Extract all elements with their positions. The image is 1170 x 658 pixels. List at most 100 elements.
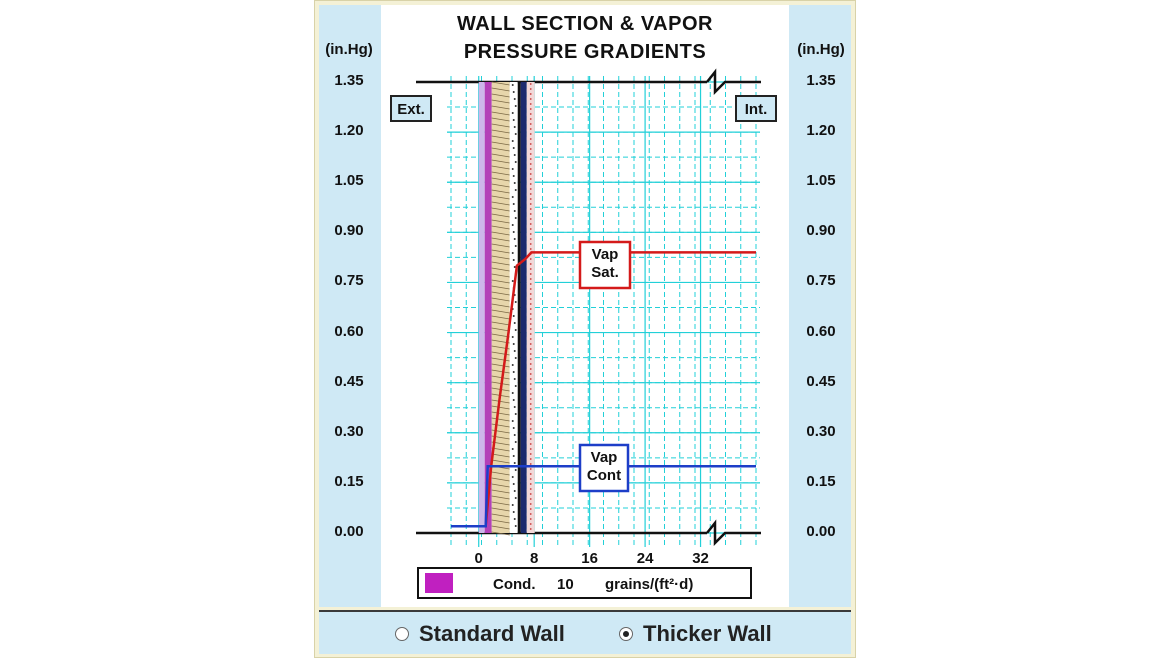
wall-layer-sheathing: [478, 82, 485, 533]
insulation-hatch: [491, 447, 510, 452]
drywall-speck: [529, 338, 532, 340]
drywall-speck: [529, 188, 532, 190]
insulation-hatch: [491, 303, 510, 308]
standard-wall-label[interactable]: Standard Wall: [419, 621, 565, 646]
x-tick-label: 0: [475, 550, 483, 567]
vap-cont-line: [451, 464, 756, 528]
insulation-hatch: [491, 291, 510, 296]
insulation-hatch: [491, 105, 510, 110]
cavity-speck: [512, 119, 515, 121]
cavity-speck: [513, 154, 516, 156]
drywall-speck: [529, 408, 532, 410]
insulation-hatch: [491, 453, 510, 458]
y-tick-label: 0.00: [806, 523, 836, 540]
drywall-speck: [529, 418, 532, 420]
wall-layer-drywall: [526, 82, 535, 533]
cavity-speck: [514, 441, 517, 443]
drywall-speck: [529, 248, 532, 250]
drywall-speck: [529, 143, 532, 145]
y-tick-label: 0.15: [806, 472, 836, 490]
drywall-speck: [529, 198, 532, 200]
insulation-hatch: [491, 471, 510, 476]
insulation-hatch: [491, 159, 510, 164]
insulation-hatch: [491, 225, 510, 230]
drywall-speck: [529, 83, 532, 85]
cavity-speck: [514, 301, 517, 303]
insulation-hatch: [491, 525, 510, 530]
drywall-speck: [529, 148, 532, 150]
cavity-speck: [512, 427, 515, 429]
drywall-speck: [529, 433, 532, 435]
insulation-hatch: [491, 117, 510, 122]
insulation-hatch: [491, 231, 510, 236]
insulation-hatch: [491, 111, 510, 116]
cavity-speck: [513, 182, 516, 184]
drywall-speck: [529, 258, 532, 260]
y-tick-label: 0.75: [806, 272, 836, 290]
standard-wall-radio-icon[interactable]: [395, 627, 409, 641]
insulation-hatch: [491, 459, 510, 464]
drywall-speck: [529, 483, 532, 485]
drywall-speck: [529, 123, 532, 125]
cavity-speck: [511, 140, 514, 142]
y-tick-label: 0.75: [334, 272, 364, 290]
insulation-hatch: [491, 483, 510, 488]
insulation-hatch: [491, 207, 510, 212]
cavity-speck: [513, 266, 516, 268]
drywall-speck: [529, 113, 532, 115]
legend-box: [417, 567, 752, 599]
cavity-speck: [513, 98, 516, 100]
insulation-hatch: [491, 507, 510, 512]
drywall-speck: [529, 213, 532, 215]
drywall-speck: [529, 138, 532, 140]
drywall-speck: [529, 283, 532, 285]
cavity-speck: [513, 518, 516, 520]
thicker-wall-radio-icon[interactable]: [619, 627, 633, 641]
cavity-speck: [511, 392, 514, 394]
cavity-speck: [511, 504, 514, 506]
drywall-speck: [529, 218, 532, 220]
insulation-hatch: [491, 297, 510, 302]
insulation-hatch: [491, 327, 510, 332]
y-tick-label: 0.30: [806, 422, 836, 440]
thicker-wall-label[interactable]: Thicker Wall: [643, 621, 772, 646]
drywall-speck: [529, 288, 532, 290]
standard-wall-radio[interactable]: Standard Wall: [395, 620, 565, 648]
drywall-speck: [529, 388, 532, 390]
cavity-speck: [513, 322, 516, 324]
legend-label: Cond.: [493, 576, 536, 593]
insulation-hatch: [491, 255, 510, 260]
cavity-speck: [513, 406, 516, 408]
cavity-speck: [513, 490, 516, 492]
insulation-hatch: [491, 249, 510, 254]
cavity-speck: [511, 448, 514, 450]
y-tick-label: 1.05: [806, 172, 836, 190]
y-tick-label: 1.35: [806, 72, 836, 89]
drywall-speck: [529, 168, 532, 170]
drywall-speck: [529, 223, 532, 225]
drywall-speck: [529, 513, 532, 515]
insulation-hatch: [491, 141, 510, 146]
y-tick-label: 0.15: [334, 472, 364, 490]
wall-layer-barrier: [520, 82, 527, 533]
vapor-gradient-app: (in.Hg) 1.35 1.20 1.05 0.90 0.75 0.60 0.45 0.30…: [314, 0, 856, 658]
y-tick-label: 1.20: [806, 122, 836, 140]
y-tick-label: 1.20: [334, 122, 364, 140]
drywall-speck: [529, 448, 532, 450]
left-axis-panel: (in.Hg) 1.35 1.20 1.05 0.90 0.75 0.60 0.45 0.30…: [319, 5, 381, 607]
vap-sat-label-text: Vap: [592, 246, 619, 263]
insulation-hatch: [491, 357, 510, 362]
cavity-speck: [512, 203, 515, 205]
thicker-wall-radio[interactable]: Thicker Wall: [619, 620, 772, 648]
insulation-hatch: [491, 375, 510, 380]
insulation-hatch: [491, 411, 510, 416]
cavity-speck: [512, 315, 515, 317]
drywall-speck: [529, 368, 532, 370]
drywall-speck: [529, 103, 532, 105]
drywall-speck: [529, 343, 532, 345]
insulation-hatch: [491, 81, 510, 86]
cavity-speck: [511, 476, 514, 478]
y-tick-label: 0.45: [806, 372, 836, 390]
drywall-speck: [529, 458, 532, 460]
insulation-hatch: [491, 261, 510, 266]
